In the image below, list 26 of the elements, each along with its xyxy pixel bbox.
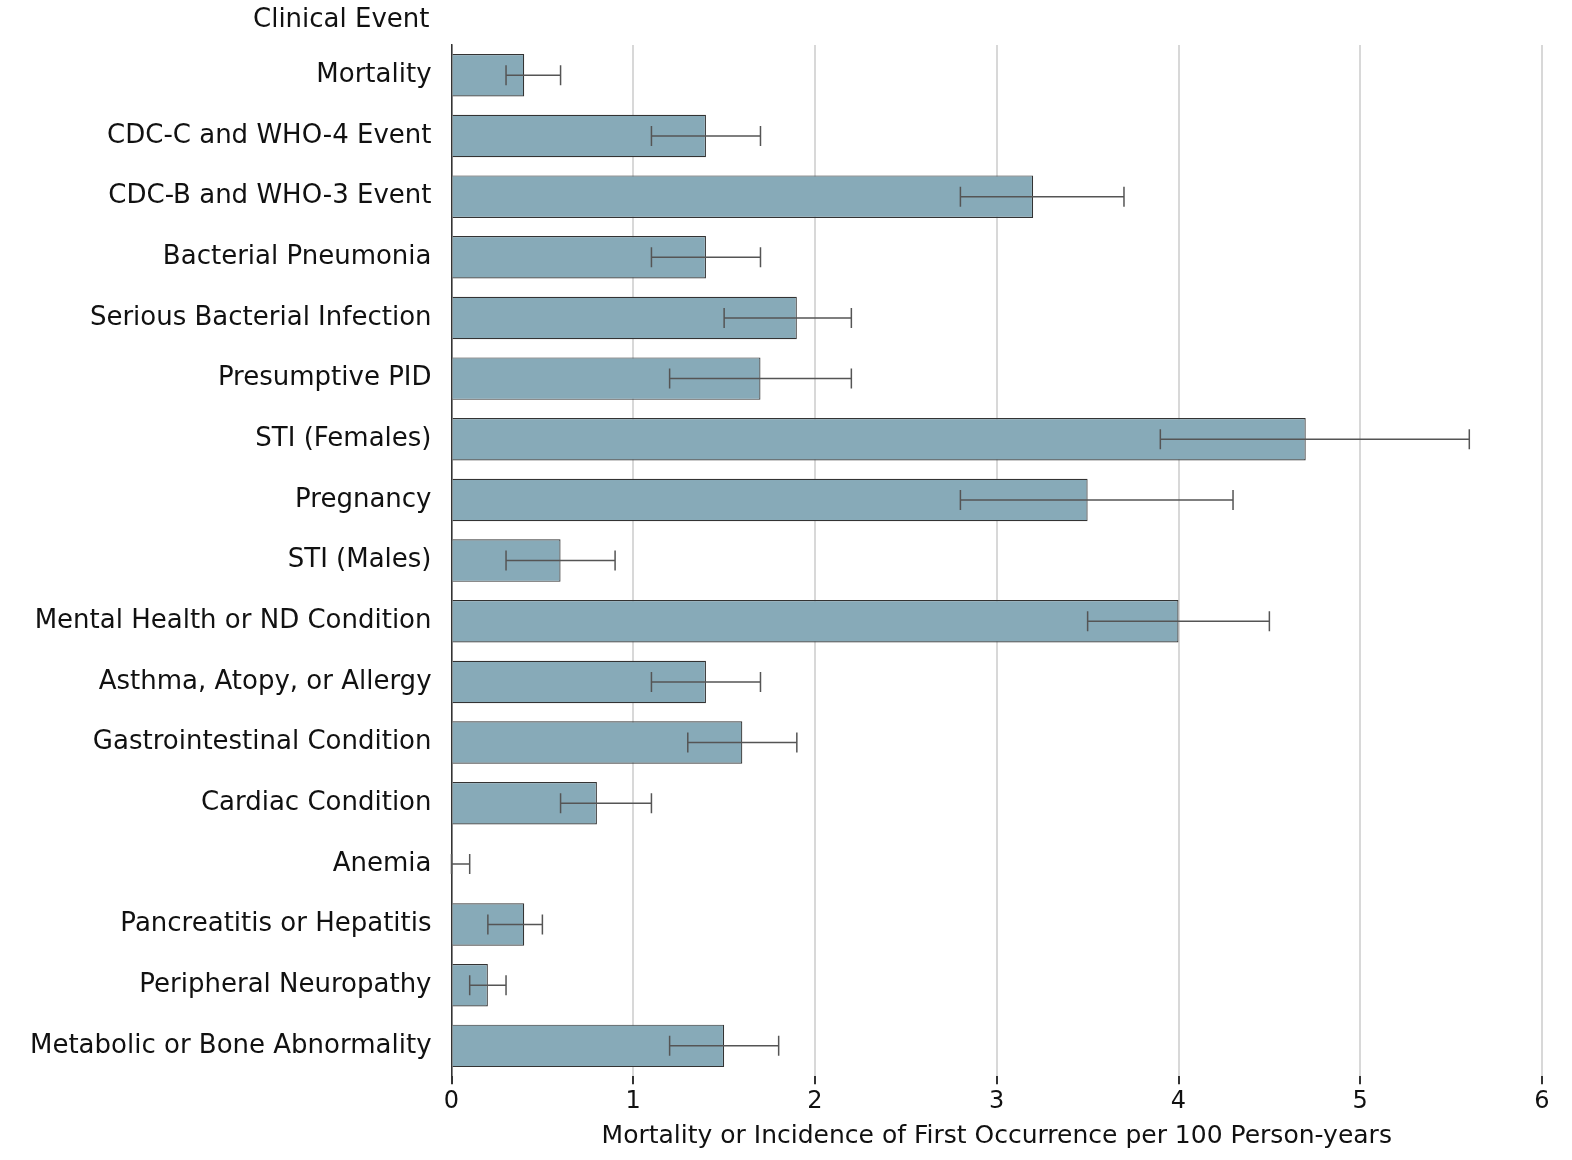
y-axis-title: Clinical Event	[253, 2, 430, 33]
x-tick-label: 2	[807, 1085, 823, 1114]
y-tick-label: CDC-C and WHO-4 Event	[107, 118, 432, 149]
y-tick-label: STI (Females)	[255, 422, 432, 453]
x-tick-label: 0	[443, 1085, 460, 1114]
x-tick-label: 1	[625, 1085, 641, 1114]
y-tick-label: Cardiac Condition	[200, 785, 432, 816]
y-tick-label: Peripheral Neuropathy	[139, 967, 432, 998]
x-axis-title: Mortality or Incidence of First Occurrence per 100 Person-years	[601, 1119, 1392, 1149]
y-tick-label: Mortality	[316, 58, 432, 89]
y-tick-label: STI (Males)	[287, 543, 432, 574]
y-tick-label: Pregnancy	[295, 482, 432, 513]
y-tick-label: Anemia	[332, 846, 432, 877]
y-tick-label: Serious Bacterial Infection	[89, 300, 432, 331]
x-tick-label: 4	[1170, 1085, 1187, 1114]
y-tick-label: Metabolic or Bone Abnormality	[30, 1028, 432, 1059]
y-tick-label: Pancreatitis or Hepatitis	[120, 907, 432, 938]
y-tick-label: CDC-B and WHO-3 Event	[108, 179, 432, 210]
y-tick-label: Presumptive PID	[217, 361, 432, 392]
y-tick-label: Mental Health or ND Condition	[34, 604, 432, 635]
x-tick-label: 3	[989, 1085, 1005, 1114]
x-tick-label: 6	[1534, 1085, 1550, 1114]
x-tick-label: 5	[1352, 1085, 1368, 1114]
y-tick-label: Bacterial Pneumonia	[162, 240, 432, 271]
y-tick-label: Gastrointestinal Condition	[92, 725, 432, 756]
y-tick-label: Asthma, Atopy, or Allergy	[98, 664, 432, 695]
